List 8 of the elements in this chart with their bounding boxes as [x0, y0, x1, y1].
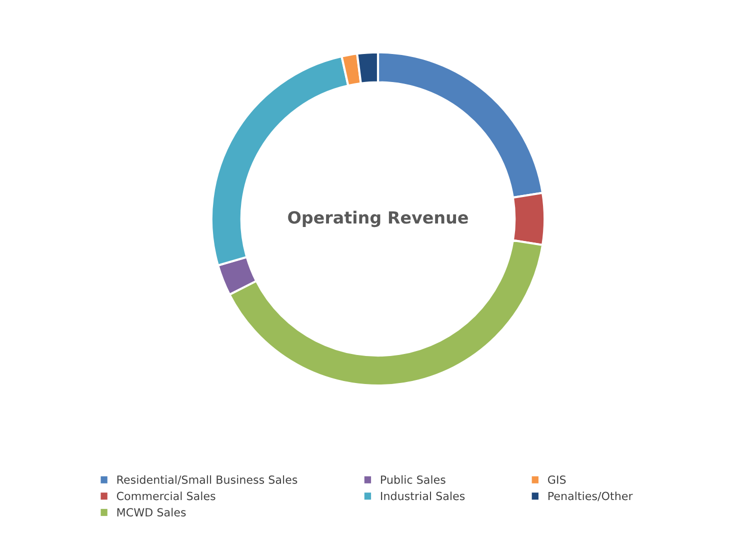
text: Operating Revenue	[288, 210, 468, 228]
legend-label: Penalties/Other	[548, 492, 633, 502]
legend-label: Industrial Sales	[381, 492, 465, 500]
legend-label: MCWD Sales	[117, 508, 186, 517]
legend-label: GIS	[548, 475, 566, 484]
legend-label: Residential/Small Business Sales	[117, 475, 298, 485]
legend-label: Commercial Sales	[116, 492, 216, 500]
legend-label: Public Sales	[381, 475, 446, 484]
